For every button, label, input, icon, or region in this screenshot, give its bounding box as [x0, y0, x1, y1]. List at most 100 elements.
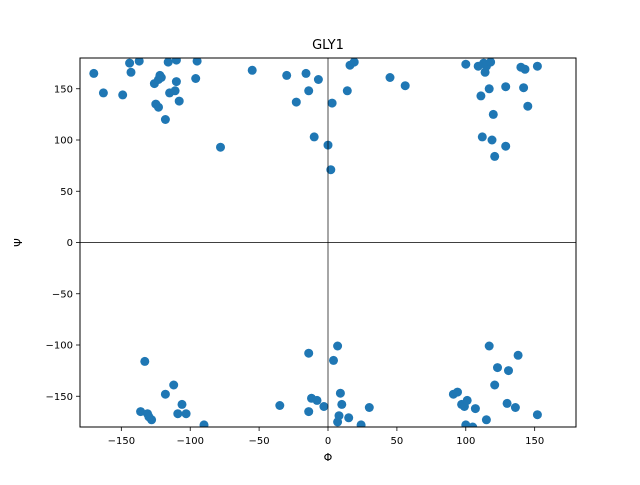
- x-axis-label: Φ: [324, 451, 333, 464]
- scatter-point: [309, 132, 319, 142]
- scatter-point: [513, 350, 523, 360]
- scatter-point: [484, 84, 494, 94]
- scatter-point: [487, 135, 497, 145]
- scatter-point: [136, 407, 146, 417]
- scatter-point: [364, 403, 374, 412]
- scatter-point: [177, 399, 187, 409]
- scatter-point: [349, 58, 359, 67]
- scatter-point: [520, 64, 530, 74]
- scatter-point: [154, 102, 163, 112]
- scatter-point: [484, 341, 494, 351]
- x-tick-label: −100: [176, 436, 203, 447]
- scatter-point: [291, 97, 301, 107]
- scatter-point: [334, 411, 344, 421]
- scatter-point: [502, 398, 512, 408]
- scatter-point: [89, 68, 99, 78]
- scatter-point: [490, 151, 500, 161]
- scatter-point: [98, 88, 108, 98]
- scatter-point: [337, 399, 347, 409]
- x-tick-label: 0: [325, 436, 331, 447]
- scatter-point: [504, 366, 513, 376]
- y-tick-label: 0: [67, 238, 73, 249]
- scatter-point: [156, 73, 166, 82]
- scatter-point: [501, 141, 511, 151]
- chart-title: GLY1: [312, 38, 344, 53]
- y-tick-label: −150: [46, 392, 73, 403]
- scatter-point: [174, 96, 184, 106]
- scatter-point: [481, 415, 491, 425]
- scatter-point: [501, 82, 511, 92]
- scatter-point: [304, 86, 314, 96]
- scatter-point: [163, 58, 173, 67]
- scatter-point: [519, 83, 529, 93]
- data-points: [89, 58, 542, 427]
- scatter-point: [476, 91, 486, 101]
- scatter-point: [319, 402, 329, 411]
- scatter-point: [160, 115, 170, 124]
- scatter-point: [275, 401, 285, 410]
- scatter-point: [490, 380, 500, 390]
- scatter-point: [329, 355, 338, 365]
- scatter-point: [453, 387, 462, 397]
- scatter-point: [327, 98, 337, 108]
- scatter-point: [173, 409, 183, 419]
- scatter-point: [144, 412, 154, 422]
- scatter-point: [216, 142, 225, 152]
- scatter-point: [493, 363, 502, 373]
- scatter-point: [344, 413, 354, 423]
- scatter-point: [170, 86, 180, 96]
- scatter-point: [523, 101, 533, 111]
- scatter-point: [486, 58, 496, 67]
- scatter-point: [247, 65, 257, 75]
- y-tick-label: −100: [46, 341, 73, 352]
- reference-lines: [80, 58, 576, 427]
- x-tick-label: 100: [456, 436, 475, 447]
- scatter-point: [342, 86, 352, 96]
- scatter-point: [312, 395, 322, 405]
- scatter-point: [181, 409, 191, 419]
- x-tick-label: −50: [249, 436, 270, 447]
- scatter-point: [282, 70, 292, 80]
- x-tick-label: 150: [525, 436, 544, 447]
- scatter-point: [385, 73, 395, 82]
- scatter-point: [461, 59, 471, 69]
- scatter-point: [326, 165, 336, 175]
- scatter-point: [301, 68, 311, 78]
- x-tick-label: 50: [391, 436, 404, 447]
- y-axis-label: Ψ: [12, 238, 25, 247]
- y-axis-ticks: −150 −100 −50 0 50 100 150: [46, 84, 80, 403]
- scatter-point: [461, 420, 471, 427]
- scatter-point: [532, 410, 542, 420]
- scatter-point: [462, 395, 472, 405]
- scatter-point: [125, 58, 135, 68]
- scatter-point: [477, 132, 487, 142]
- scatter-point: [304, 348, 314, 358]
- scatter-point: [400, 81, 410, 91]
- x-axis-ticks: −150 −100 −50 0 50 100 150: [108, 427, 544, 447]
- scatter-point: [126, 67, 136, 77]
- y-tick-label: 150: [54, 84, 73, 95]
- scatter-point: [488, 109, 498, 119]
- scatter-point: [134, 58, 144, 66]
- scatter-point: [118, 90, 128, 100]
- scatter-point: [356, 420, 366, 427]
- scatter-point: [160, 389, 170, 399]
- scatter-point: [192, 58, 202, 66]
- scatter-point: [532, 61, 542, 71]
- y-tick-label: 50: [60, 187, 73, 198]
- scatter-point: [470, 404, 480, 414]
- scatter-point: [304, 407, 314, 417]
- scatter-point: [191, 74, 201, 83]
- scatter-point: [335, 388, 345, 398]
- y-tick-label: −50: [52, 289, 73, 300]
- scatter-point: [169, 380, 179, 390]
- scatter-point: [333, 341, 343, 351]
- scatter-point: [199, 420, 209, 427]
- scatter-point: [171, 58, 181, 65]
- scatter-point: [171, 77, 181, 87]
- y-tick-label: 100: [54, 136, 73, 147]
- scatter-point: [468, 422, 478, 427]
- scatter-point: [313, 75, 323, 84]
